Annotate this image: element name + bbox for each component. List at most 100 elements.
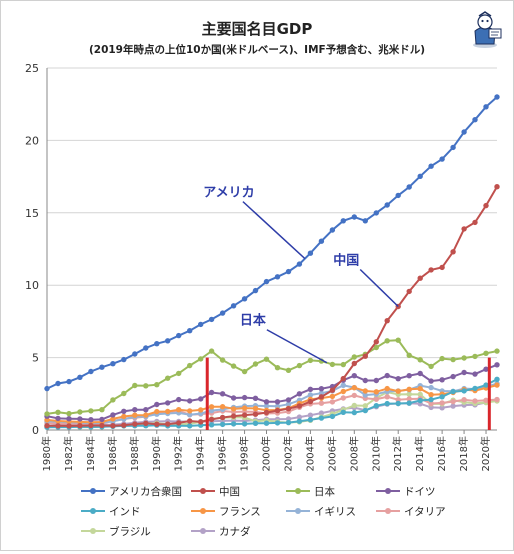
data-point <box>132 382 138 389</box>
data-point <box>428 163 434 169</box>
legend-item: インド <box>81 506 141 518</box>
data-point <box>340 218 346 224</box>
data-point <box>384 394 390 400</box>
legend-item: ドイツ <box>376 486 436 498</box>
data-point <box>274 407 281 414</box>
x-tick-label: 1998年 <box>238 436 251 471</box>
data-point <box>318 386 325 392</box>
data-point <box>351 409 357 416</box>
data-point <box>340 361 346 368</box>
data-point <box>406 400 412 406</box>
data-point <box>296 418 303 424</box>
data-point <box>472 353 478 360</box>
data-point <box>340 382 346 388</box>
data-point <box>143 420 149 426</box>
data-point <box>439 156 445 162</box>
data-point <box>110 397 116 403</box>
data-point <box>461 369 467 376</box>
data-point <box>384 318 390 324</box>
data-point <box>417 357 423 363</box>
data-point <box>219 421 226 428</box>
data-point <box>77 374 83 380</box>
data-point <box>373 210 379 216</box>
x-tick-label: 2012年 <box>391 436 404 471</box>
x-tick-label: 1990年 <box>150 436 163 471</box>
data-point <box>351 392 357 399</box>
data-point <box>176 332 182 339</box>
data-point <box>351 360 357 367</box>
data-point <box>219 357 226 363</box>
data-point <box>472 117 478 123</box>
data-point <box>66 416 72 422</box>
data-point <box>121 422 127 428</box>
data-point <box>472 219 478 226</box>
data-point <box>483 350 489 356</box>
series-4 <box>44 362 500 423</box>
data-point <box>296 261 303 267</box>
data-point <box>110 412 116 418</box>
legend-swatch-point <box>295 488 301 494</box>
data-point <box>450 403 456 409</box>
data-point <box>417 173 423 179</box>
x-tick-label: 1984年 <box>84 436 97 471</box>
data-point <box>285 268 292 275</box>
data-point <box>450 144 456 151</box>
data-point <box>252 361 259 367</box>
legend-item: フランス <box>191 506 261 518</box>
data-point <box>406 352 412 358</box>
data-point <box>99 407 105 413</box>
data-point <box>307 417 314 423</box>
chart-title: 主要国名目GDP <box>202 20 313 38</box>
legend-label: ブラジル <box>109 525 151 538</box>
data-point <box>450 249 456 255</box>
data-point <box>494 382 500 388</box>
data-point <box>285 367 292 373</box>
data-point <box>362 388 368 394</box>
data-point <box>230 413 237 419</box>
data-point <box>55 409 61 415</box>
data-point <box>66 423 72 429</box>
data-point <box>395 400 401 407</box>
data-point <box>230 395 237 401</box>
y-tick-label: 0 <box>32 424 39 437</box>
annotation-label: 中国 <box>333 252 359 268</box>
legend-swatch-point <box>200 488 206 494</box>
data-point <box>230 303 237 309</box>
data-point <box>428 378 434 384</box>
data-point <box>176 420 182 426</box>
data-point <box>395 376 401 382</box>
data-point <box>165 421 171 427</box>
data-point <box>373 344 379 351</box>
data-point <box>461 388 467 394</box>
annotation-leader <box>242 201 306 260</box>
data-point <box>439 264 445 271</box>
x-tick-label: 1988年 <box>128 436 141 471</box>
legend-label: フランス <box>219 506 261 518</box>
data-point <box>252 420 259 426</box>
data-point <box>252 411 259 417</box>
data-point <box>450 356 456 363</box>
data-point <box>494 376 500 382</box>
x-tick-label: 2006年 <box>325 436 338 471</box>
data-point <box>66 378 72 385</box>
data-point <box>252 405 259 412</box>
data-point <box>219 310 226 316</box>
legend-swatch-point <box>385 508 391 514</box>
legend-label: イギリス <box>314 506 356 518</box>
data-point <box>351 373 357 379</box>
data-point <box>208 422 215 428</box>
data-point <box>143 407 149 413</box>
legend-label: ドイツ <box>404 486 436 498</box>
y-tick-label: 25 <box>25 62 39 75</box>
data-point <box>362 377 368 384</box>
annotation-label: 日本 <box>240 313 266 329</box>
data-point <box>274 420 281 426</box>
data-point <box>44 385 50 392</box>
x-tick-label: 2014年 <box>413 436 426 471</box>
series-3 <box>44 337 500 417</box>
data-point <box>351 354 357 360</box>
data-point <box>132 407 138 413</box>
data-point <box>417 386 423 392</box>
data-point <box>450 388 456 395</box>
